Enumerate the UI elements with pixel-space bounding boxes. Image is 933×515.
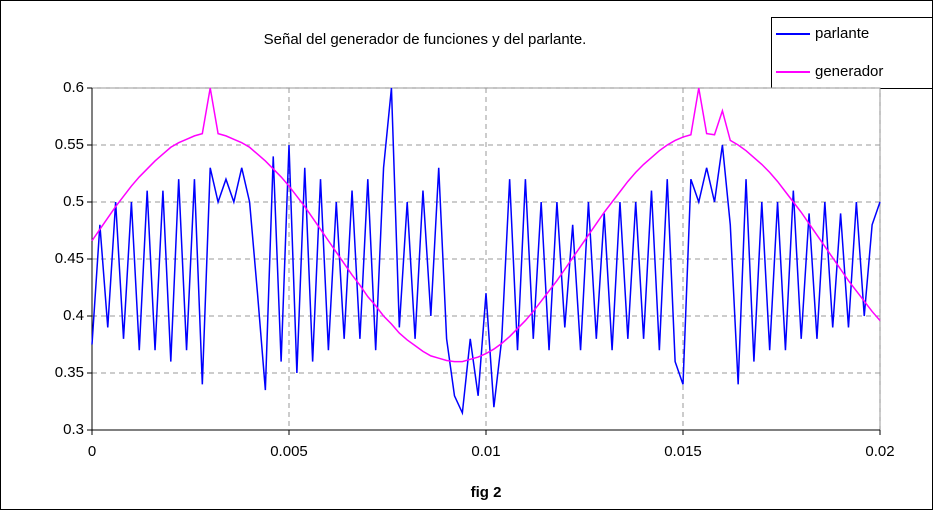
- y-tick-label: 0.4: [63, 307, 84, 324]
- series-line: [91, 87, 881, 363]
- x-axis-label: fig 2: [471, 484, 502, 501]
- y-tick-label: 0.6: [63, 79, 84, 96]
- legend-label: parlante: [815, 25, 869, 42]
- x-tick-label: 0.02: [865, 443, 894, 460]
- series-line: [91, 87, 881, 416]
- y-tick-label: 0.3: [63, 421, 84, 438]
- x-tick-label: 0.015: [664, 443, 702, 460]
- y-tick-label: 0.5: [63, 193, 84, 210]
- legend-label: generador: [815, 63, 883, 80]
- x-tick-label: 0: [88, 443, 96, 460]
- legend-box: [771, 17, 933, 89]
- chart-title: Señal del generador de funciones y del p…: [264, 31, 587, 48]
- y-tick-label: 0.55: [55, 136, 84, 153]
- y-tick-label: 0.35: [55, 364, 84, 381]
- y-tick-label: 0.45: [55, 250, 84, 267]
- x-tick-label: 0.005: [270, 443, 308, 460]
- x-tick-label: 0.01: [471, 443, 500, 460]
